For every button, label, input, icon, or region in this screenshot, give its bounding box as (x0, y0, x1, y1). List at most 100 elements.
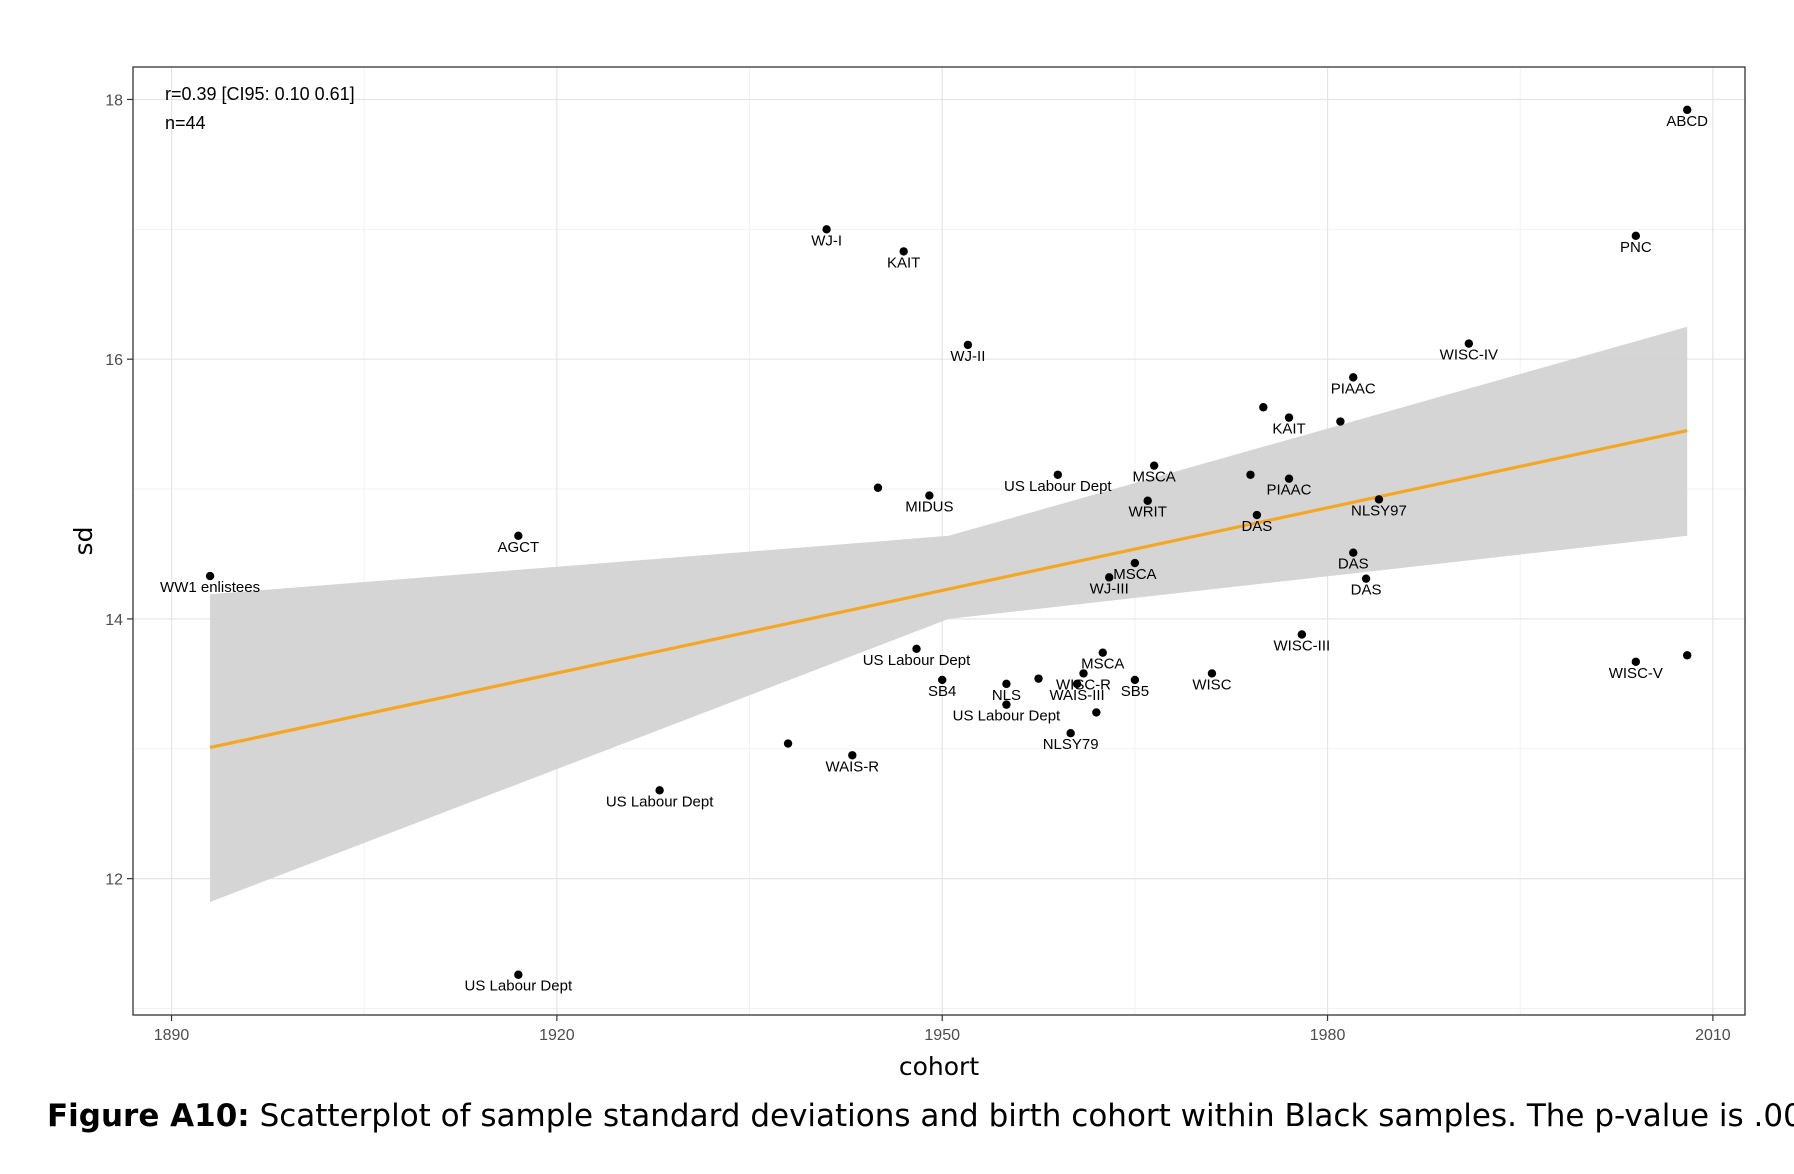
grid-lines (133, 67, 1745, 1015)
data-point (1259, 403, 1268, 412)
point-label: NLSY97 (1351, 502, 1407, 519)
x-axis-title: cohort (899, 1052, 979, 1081)
data-point (1631, 231, 1641, 241)
data-point (655, 786, 664, 795)
data-point (1092, 708, 1101, 717)
y-tick-label: 12 (105, 872, 123, 889)
point-label: US Labour Dept (1004, 478, 1112, 495)
regression-line (209, 429, 1688, 750)
point-label: MSCA (1113, 566, 1156, 583)
data-point (1066, 728, 1075, 738)
y-tick-label: 18 (105, 92, 123, 109)
figure-caption-text: Scatterplot of sample standard deviation… (259, 1098, 1794, 1134)
data-point (925, 491, 934, 500)
plot-panel-border (132, 66, 1746, 1016)
data-point (1130, 675, 1140, 685)
point-label: DAS (1241, 518, 1272, 535)
scatter-chart: WW1 enlistees AGCT US Labour Dept US Labour… (69, 66, 1746, 1081)
data-point (1682, 651, 1692, 660)
data-point (1098, 648, 1107, 657)
point-label: NLSY79 (1043, 736, 1099, 753)
data-point (1631, 657, 1641, 666)
y-tick-label: 14 (105, 612, 123, 629)
data-point (1336, 417, 1345, 426)
point-labels-layer: WW1 enlistees AGCT US Labour Dept US Labour… (160, 113, 1708, 995)
data-point (1297, 630, 1307, 639)
point-label: WAIS-III (1049, 687, 1104, 704)
sample-size-annotation: n=44 (165, 113, 206, 133)
data-point (205, 571, 215, 581)
point-label: US Labour Dept (953, 708, 1061, 725)
data-point (1079, 669, 1088, 678)
data-point (1143, 496, 1152, 505)
point-label: NLS (992, 687, 1021, 704)
correlation-annotation: r=0.39 [CI95: 0.10 0.61] (165, 84, 355, 104)
data-point (1349, 548, 1358, 557)
point-label: SB4 (928, 683, 956, 700)
data-point (822, 225, 831, 234)
point-label: MIDUS (905, 499, 953, 516)
confidence-band (210, 326, 1688, 903)
data-point (514, 531, 523, 541)
data-point (1207, 669, 1217, 678)
point-label: MSCA (1081, 656, 1124, 673)
point-label: WJ-III (1090, 580, 1129, 597)
regression-line-layer (209, 429, 1688, 750)
data-point (1252, 510, 1262, 520)
axis-ticks-layer: 1890 1920 1950 1980 2010 12 14 16 18 (105, 92, 1731, 1044)
point-label: WISC-III (1274, 638, 1331, 655)
data-point (1464, 339, 1474, 348)
data-point (1053, 470, 1063, 479)
point-label: WRIT (1129, 504, 1167, 521)
data-point (963, 340, 973, 350)
point-label: DAS (1351, 582, 1382, 599)
point-label: WISC-R (1056, 676, 1111, 693)
data-point (1374, 495, 1384, 504)
data-point (1002, 679, 1011, 689)
point-label: SB5 (1121, 683, 1149, 700)
data-point (899, 247, 908, 256)
x-tick-label: 1950 (924, 1027, 960, 1044)
data-point (1034, 674, 1043, 683)
point-label: KAIT (1272, 421, 1305, 438)
figure-caption: Figure A10: Scatterplot of sample standa… (47, 1098, 1794, 1134)
y-axis-title: sd (69, 527, 98, 556)
point-label: ABCD (1666, 113, 1708, 130)
data-point (783, 739, 793, 748)
point-label: PIAAC (1331, 380, 1376, 397)
data-point (1284, 474, 1294, 483)
point-label: WAIS-R (825, 758, 879, 775)
data-point (848, 751, 857, 760)
point-label: WW1 enlistees (160, 579, 260, 596)
x-tick-label: 1890 (154, 1027, 190, 1044)
data-point (514, 970, 523, 979)
data-point (938, 675, 947, 685)
data-point (912, 644, 921, 653)
data-point (873, 483, 883, 492)
point-label: WJ-II (950, 348, 985, 365)
point-label: PIAAC (1267, 482, 1312, 499)
data-point (1130, 558, 1140, 568)
data-point (1246, 470, 1255, 479)
confidence-band-layer (210, 326, 1688, 903)
point-label: US Labour Dept (606, 793, 714, 810)
y-tick-label: 16 (105, 352, 123, 369)
point-label: KAIT (887, 254, 920, 271)
data-point (1682, 105, 1692, 115)
point-label: WISC-IV (1440, 347, 1498, 364)
point-label: WISC (1192, 676, 1231, 693)
data-point (1072, 679, 1082, 689)
point-label: PNC (1620, 239, 1652, 256)
point-label: WISC-V (1609, 665, 1663, 682)
point-label: WJ-I (811, 232, 842, 249)
x-tick-label: 1920 (539, 1027, 575, 1044)
data-points-layer (205, 105, 1692, 979)
point-label: DAS (1338, 556, 1369, 573)
x-tick-label: 1980 (1310, 1027, 1346, 1044)
data-point (1284, 413, 1294, 422)
data-point (1104, 573, 1114, 582)
point-label: US Labour Dept (863, 652, 971, 669)
data-point (1361, 574, 1371, 583)
data-point (1349, 373, 1358, 382)
x-tick-label: 2010 (1695, 1027, 1731, 1044)
